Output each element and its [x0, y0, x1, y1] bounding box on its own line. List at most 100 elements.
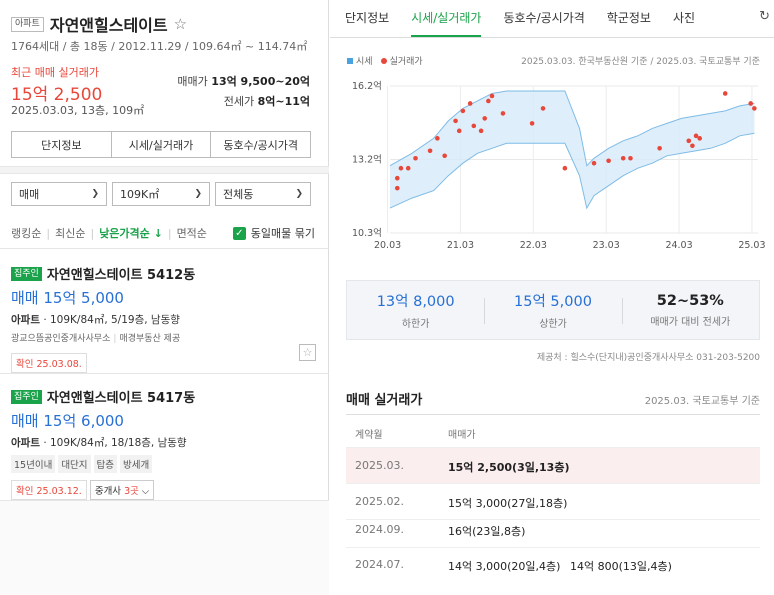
- list-top-border: [0, 248, 329, 249]
- table-row[interactable]: 2025.02. 15억 3,000(27일,18층): [346, 484, 760, 520]
- actual-price-point: [482, 116, 488, 121]
- sort-row: 랭킹순 | 최신순 | 낮은가격순 ↓ | 면적순 ✓ 동일매물 묶기: [11, 225, 315, 241]
- price-stats: 13억 8,000 하한가 15억 5,000 상한가 52~53% 매매가 대…: [346, 280, 760, 340]
- actual-price-point: [398, 165, 404, 171]
- size-select[interactable]: 109K㎡ ❯: [112, 182, 210, 206]
- actual-price-point: [697, 136, 703, 141]
- price-provider: 제공처 : 힐스수(단지내)공인중개사사무소 031-203-5200: [536, 353, 760, 363]
- transactions-source: 2025.03. 국토교통부 기준: [644, 396, 760, 407]
- actual-price-point: [427, 148, 433, 154]
- list-empty-area: [0, 501, 329, 595]
- recent-price: 15억 2,500: [11, 85, 103, 105]
- agent-count-prefix: 중개사: [94, 486, 122, 497]
- star-icon[interactable]: ☆: [173, 15, 188, 33]
- listing-detail: 109K/84㎡, 5/19층, 남동향: [50, 314, 180, 326]
- actual-price-point: [460, 108, 466, 114]
- agent-count-dropdown[interactable]: 중개사 3곳 ⌵: [89, 480, 155, 500]
- trade-type-value: 매매: [19, 188, 40, 201]
- x-tick-label: 22.03: [520, 240, 547, 251]
- tab-units[interactable]: 동호수/공시가격: [503, 11, 585, 25]
- listing-item[interactable]: 집주인 자연앤힐스테이트 5417동 매매 15억 6,000 아파트 · 10…: [11, 387, 316, 500]
- price-band-upper-line: [389, 90, 755, 167]
- actual-price-point: [435, 136, 440, 141]
- actual-price-point: [540, 106, 546, 111]
- table-row[interactable]: 2024.09. 16억(23일,8층): [346, 512, 760, 548]
- sale-range-label: 매매가: [177, 75, 208, 88]
- actual-price-point: [442, 153, 447, 159]
- dot-icon: [380, 58, 387, 64]
- sort-lowest-price[interactable]: 낮은가격순 ↓: [99, 227, 163, 240]
- tab-school[interactable]: 학군정보: [606, 11, 651, 25]
- listing-price: 매매 15억 5,000: [11, 289, 124, 307]
- transactions-title: 매매 실거래가: [346, 393, 423, 408]
- actual-price-point: [405, 165, 411, 171]
- listing-description: 아파트 · 109K/84㎡, 5/19층, 남동향: [11, 314, 180, 326]
- row-date: 2025.02.: [355, 495, 404, 508]
- listing-tag: 15년이내: [11, 455, 56, 473]
- favorite-star-icon[interactable]: ☆: [299, 344, 316, 361]
- x-tick-label: 24.03: [665, 240, 692, 251]
- actual-price-point: [486, 98, 491, 104]
- price-info-button[interactable]: 시세/실거래가: [112, 132, 212, 157]
- listing-price: 매매 15억 6,000: [11, 412, 124, 430]
- legend-price: 시세: [347, 54, 373, 67]
- confirmed-date: 확인 25.03.12.: [11, 480, 87, 500]
- sort-latest[interactable]: 최신순: [55, 227, 86, 240]
- jeonse-range-label: 전세가: [223, 95, 255, 108]
- transactions-header: 계약월 매매가: [346, 414, 760, 448]
- listing-agent: 광교으뜸공인중개사사무소 | 매경부동산 제공: [11, 334, 181, 344]
- complex-info: 1764세대 / 총 18동 / 2012.11.29 / 109.64㎡ ~ …: [11, 40, 308, 53]
- legend-actual: 실거래가: [380, 54, 423, 67]
- sort-separator: |: [90, 226, 95, 240]
- x-tick-label: 20.03: [374, 240, 401, 251]
- y-tick-label: 13.2억: [352, 154, 382, 166]
- refresh-icon[interactable]: ↻: [759, 9, 770, 24]
- actual-price-point: [394, 175, 400, 181]
- header-price: 매매가: [448, 430, 476, 441]
- sort-separator: |: [167, 226, 172, 240]
- dong-select[interactable]: 전체동 ❯: [215, 182, 311, 206]
- detail-tabs: 단지정보 시세/실거래가 동호수/공시가격 학군정보 사진: [330, 0, 774, 38]
- actual-price-point: [620, 155, 626, 161]
- tab-price[interactable]: 시세/실거래가: [411, 9, 482, 37]
- actual-price-point: [478, 128, 484, 134]
- table-row[interactable]: 2025.03. 15억 2,500(3일,13층): [346, 448, 760, 484]
- filter-row: 매매 ❯ 109K㎡ ❯ 전체동 ❯: [11, 182, 311, 206]
- recent-price-meta: 2025.03.03, 13층, 109㎡: [11, 104, 145, 117]
- table-row[interactable]: 2024.07. 14억 3,000(20일,4층) 14억 800(13일,4…: [346, 547, 760, 583]
- agent-name: 광교으뜸공인중개사사무소: [11, 334, 111, 344]
- actual-price-point: [628, 155, 633, 161]
- actual-price-point: [690, 143, 695, 149]
- section-divider: [0, 166, 329, 174]
- chevron-down-icon: ❯: [295, 189, 303, 199]
- unit-info-button[interactable]: 동호수/공시가격: [223, 138, 298, 152]
- chevron-down-icon: ❯: [91, 189, 99, 199]
- complex-info-button[interactable]: 단지정보: [12, 132, 112, 157]
- sort-ranking[interactable]: 랭킹순: [11, 227, 42, 240]
- actual-price-point: [722, 91, 728, 96]
- listing-item[interactable]: 집주인 자연앤힐스테이트 5412동 매매 15억 5,000 아파트 · 10…: [11, 264, 316, 373]
- info-button-group: 단지정보 시세/실거래가 동호수/공시가격: [11, 131, 311, 158]
- listing-detail: 109K/84㎡, 18/18층, 남동향: [50, 437, 187, 449]
- row-date: 2024.07.: [355, 558, 404, 571]
- actual-price-point: [471, 123, 477, 129]
- group-listings-toggle[interactable]: ✓ 동일매물 묶기: [232, 225, 315, 241]
- sale-range-value: 13억 9,500~20억: [211, 75, 310, 88]
- stat-label: 하한가: [401, 319, 430, 330]
- sort-area[interactable]: 면적순: [176, 227, 207, 240]
- x-tick-label: 23.03: [593, 240, 620, 251]
- stat-upper: 15억 5,000 상한가: [484, 281, 621, 339]
- chevron-down-icon: ❯: [194, 189, 202, 199]
- listing-tag: 방세개: [120, 455, 153, 473]
- trade-type-select[interactable]: 매매 ❯: [11, 182, 107, 206]
- row-price: 16억(23일,8층): [448, 525, 526, 538]
- actual-price-point: [500, 111, 506, 116]
- actual-price-point: [686, 138, 692, 144]
- price-band-area: [390, 91, 755, 209]
- tab-photos[interactable]: 사진: [672, 11, 696, 25]
- y-tick-label: 10.3억: [352, 227, 382, 239]
- listing-tag: 대단지: [58, 455, 91, 473]
- tab-complex-info[interactable]: 단지정보: [345, 11, 390, 25]
- listing-name: 자연앤힐스테이트 5412동: [46, 268, 196, 283]
